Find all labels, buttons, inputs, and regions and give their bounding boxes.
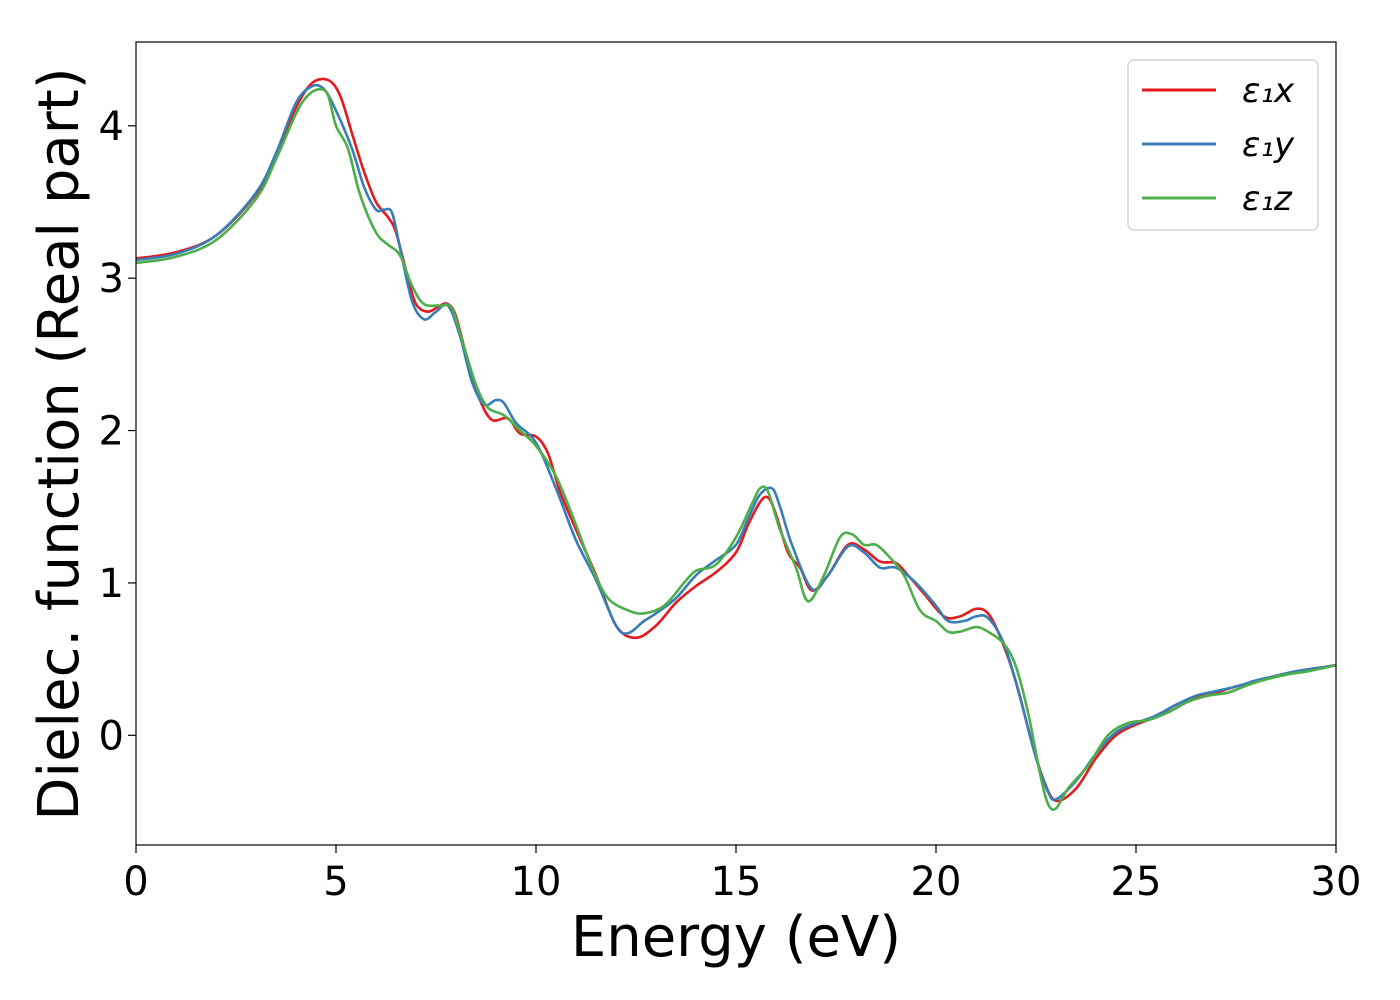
legend-label-y: ε₁y <box>1242 125 1295 165</box>
series-line-0 <box>135 77 1337 803</box>
x-tick-label: 5 <box>323 859 348 905</box>
x-tick-label: 10 <box>511 859 562 905</box>
legend-label-z: ε₁z <box>1242 179 1293 219</box>
series-layer <box>135 77 1337 811</box>
x-axis: 0 5 10 15 20 25 30 <box>123 845 1361 905</box>
y-tick-label: 0 <box>99 713 124 759</box>
y-tick-label: 3 <box>99 256 124 302</box>
y-axis-label: Dielec. function (Real part) <box>27 67 92 820</box>
series-line-2 <box>135 87 1337 811</box>
legend-label-x: ε₁x <box>1242 71 1295 111</box>
x-tick-label: 25 <box>1111 859 1162 905</box>
legend: ε₁x ε₁y ε₁z <box>1127 59 1319 231</box>
y-tick-label: 4 <box>99 104 124 150</box>
x-tick-label: 0 <box>123 859 148 905</box>
x-tick-label: 30 <box>1311 859 1362 905</box>
x-tick-label: 15 <box>711 859 762 905</box>
y-tick-label: 1 <box>99 561 124 607</box>
x-tick-label: 20 <box>911 859 962 905</box>
y-axis: 0 1 2 3 4 <box>99 104 136 759</box>
x-axis-label: Energy (eV) <box>571 905 901 970</box>
legend-box <box>1127 59 1319 231</box>
y-tick-label: 2 <box>99 409 124 455</box>
